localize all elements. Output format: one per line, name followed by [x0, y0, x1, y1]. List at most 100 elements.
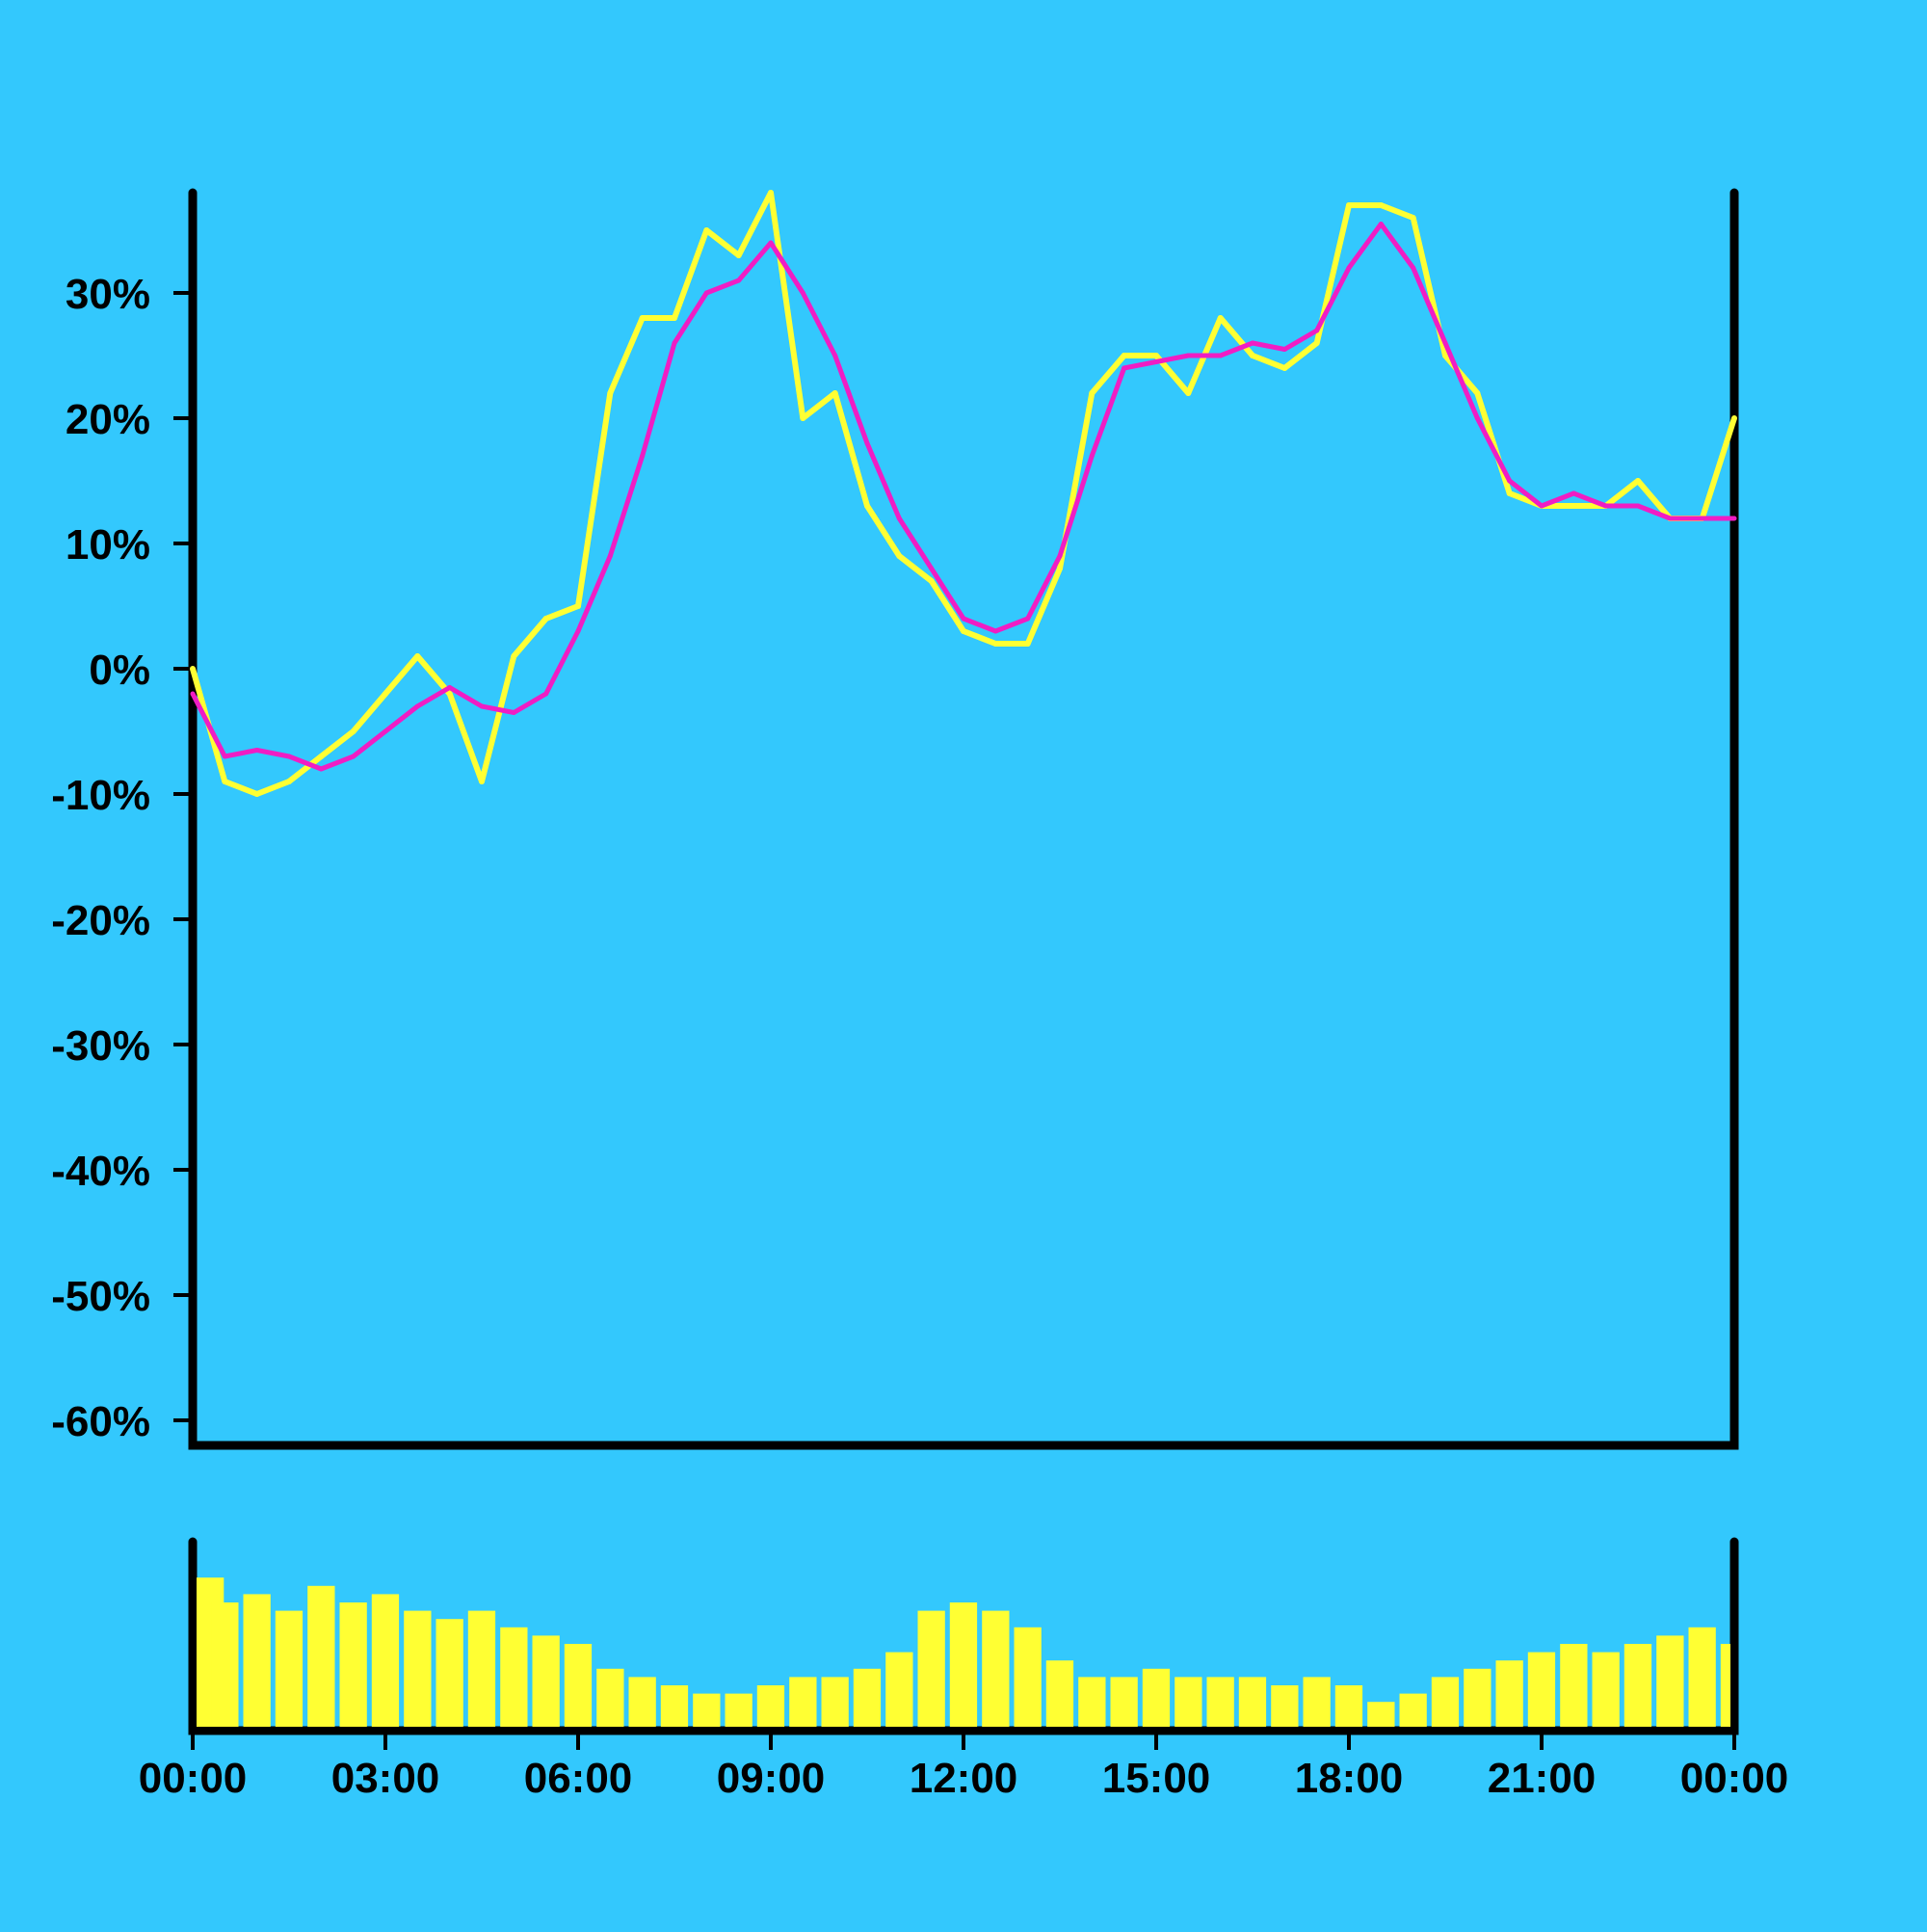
volume-bar — [1271, 1685, 1299, 1727]
price-point — [1410, 215, 1416, 221]
moving-average-point — [1122, 365, 1127, 371]
x-axis: 00:00 03:00 06:00 09:00 12:00 15:00 18:00 21:00… — [139, 1731, 1788, 1802]
volume-bar — [532, 1635, 560, 1727]
moving-average-point — [1635, 503, 1641, 509]
volume-bar — [436, 1619, 463, 1727]
price-point — [446, 691, 453, 697]
moving-average-point — [383, 728, 388, 734]
moving-average-point — [318, 766, 324, 772]
moving-average-point — [961, 616, 966, 622]
moving-average-point — [1281, 347, 1287, 352]
moving-average-point — [768, 240, 774, 246]
volume-bar — [1142, 1668, 1171, 1727]
volume-bar — [949, 1602, 978, 1727]
price-point — [928, 578, 935, 584]
price-point — [1281, 365, 1288, 371]
price-point — [1571, 503, 1577, 509]
y-tick-label: -30% — [51, 1022, 150, 1070]
volume-bar — [243, 1594, 271, 1727]
volume-bar — [660, 1685, 689, 1727]
y-tick-label: -50% — [51, 1273, 150, 1320]
price-point — [896, 553, 903, 559]
moving-average-point — [1250, 340, 1255, 346]
price-point — [479, 779, 485, 784]
moving-average-point — [479, 703, 485, 709]
price-point — [961, 628, 966, 634]
moving-average-point — [1411, 265, 1416, 271]
moving-average-point — [1571, 490, 1576, 496]
price-point — [383, 691, 388, 697]
volume-bar — [1399, 1693, 1427, 1727]
price-point — [1731, 415, 1737, 421]
price-point — [703, 227, 710, 233]
moving-average-point — [896, 516, 902, 521]
price-point — [253, 791, 260, 797]
volume-bar — [1045, 1660, 1074, 1727]
moving-average-point — [1314, 328, 1320, 333]
y-tick-label: -20% — [51, 897, 150, 944]
y-tick-label: 10% — [66, 521, 150, 569]
volume-bar — [404, 1610, 432, 1727]
volume-bar — [853, 1668, 882, 1727]
x-tick-label: 06:00 — [524, 1755, 633, 1802]
moving-average-point — [1153, 359, 1159, 364]
price-point — [992, 641, 999, 647]
moving-average-point — [222, 754, 227, 759]
x-tick-label: 15:00 — [1102, 1755, 1211, 1802]
volume-bar — [371, 1594, 400, 1727]
x-tick-label: 00:00 — [139, 1755, 248, 1802]
moving-average-point — [414, 703, 420, 709]
price-point — [190, 666, 196, 672]
volume-bar — [917, 1610, 945, 1727]
moving-average-point — [832, 353, 838, 358]
moving-average-point — [351, 754, 356, 759]
moving-average-point — [1474, 415, 1480, 421]
price-point — [639, 315, 646, 321]
moving-average-point — [1346, 265, 1352, 271]
price-point — [542, 616, 549, 622]
price-point — [1506, 490, 1513, 496]
volume-bar — [1656, 1635, 1684, 1727]
volume-bar — [1110, 1677, 1138, 1727]
volume-bar — [756, 1685, 785, 1727]
price-point — [735, 252, 742, 258]
volume-bar — [1495, 1660, 1523, 1727]
volume-bar — [467, 1610, 496, 1727]
x-tick-label: 03:00 — [331, 1755, 440, 1802]
moving-average-point — [1539, 503, 1544, 509]
x-tick-label: 09:00 — [717, 1755, 826, 1802]
moving-average-point — [1025, 616, 1031, 622]
moving-average-point — [511, 710, 516, 715]
price-point — [511, 653, 517, 659]
moving-average-point — [1089, 453, 1095, 459]
volume-bar — [982, 1610, 1010, 1727]
moving-average-point — [1442, 340, 1448, 346]
moving-average-point — [703, 290, 709, 296]
volume-bar — [1592, 1652, 1620, 1727]
moving-average-point — [254, 748, 260, 753]
moving-average-point — [1667, 516, 1673, 521]
price-point — [350, 728, 356, 734]
volume-bar — [1206, 1677, 1234, 1727]
moving-average-point — [543, 691, 549, 697]
price-point — [864, 503, 870, 509]
volume-bar — [211, 1602, 239, 1727]
moving-average-point — [736, 278, 742, 283]
moving-average-point — [1378, 222, 1384, 226]
moving-average-point — [1507, 478, 1513, 484]
moving-average-point — [672, 340, 677, 346]
moving-average-point — [1731, 516, 1737, 521]
moving-average-point — [447, 685, 453, 690]
price-point — [1121, 353, 1127, 358]
price-point — [1089, 390, 1095, 396]
volume-bar — [628, 1677, 656, 1727]
moving-average-point — [190, 691, 196, 697]
price-point — [1250, 353, 1255, 358]
volume-bar — [307, 1585, 335, 1727]
y-tick-label: 20% — [66, 396, 150, 443]
volume-bar — [821, 1677, 849, 1727]
volume-bar — [693, 1693, 721, 1727]
volume-bar — [339, 1602, 367, 1727]
